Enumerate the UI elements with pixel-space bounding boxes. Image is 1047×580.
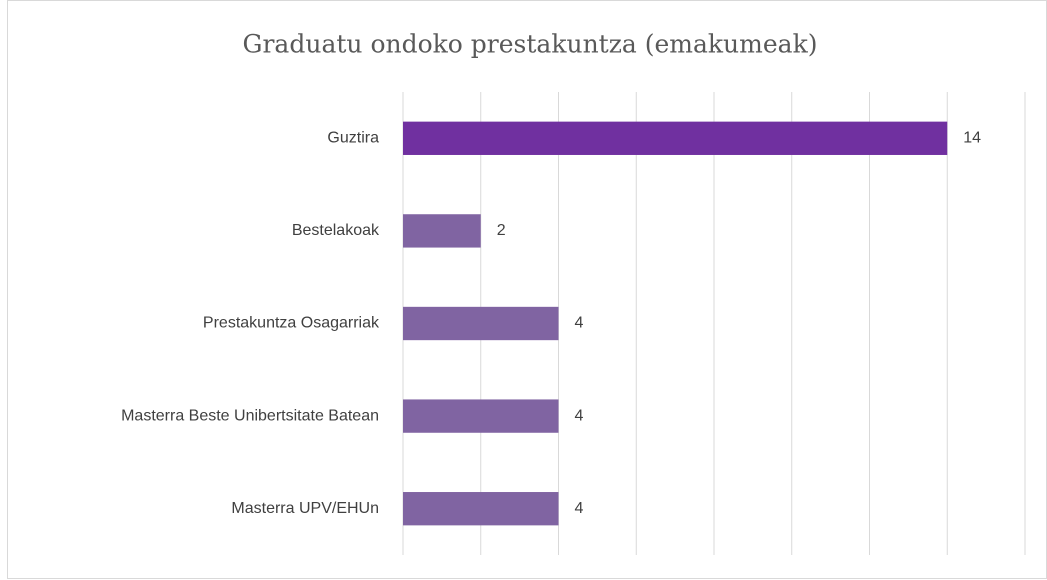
y-tick-label: Prestakuntza Osagarriak xyxy=(203,315,380,332)
bar xyxy=(403,121,948,155)
data-label: 2 xyxy=(497,222,506,239)
data-label: 4 xyxy=(575,315,584,332)
bar xyxy=(403,399,559,433)
data-label: 14 xyxy=(963,130,981,147)
chart-title: Graduatu ondoko prestakuntza (emakumeak) xyxy=(243,30,818,59)
chart-border xyxy=(7,0,1047,579)
bar xyxy=(403,214,481,248)
bar xyxy=(403,492,559,526)
y-tick-label: Masterra Beste Unibertsitate Batean xyxy=(121,407,379,424)
bar xyxy=(403,306,559,341)
data-label: 4 xyxy=(575,500,584,517)
y-tick-label: Guztira xyxy=(327,130,379,147)
y-tick-label: Bestelakoak xyxy=(292,222,380,239)
data-label: 4 xyxy=(575,407,584,424)
y-tick-label: Masterra UPV/EHUn xyxy=(231,500,379,517)
